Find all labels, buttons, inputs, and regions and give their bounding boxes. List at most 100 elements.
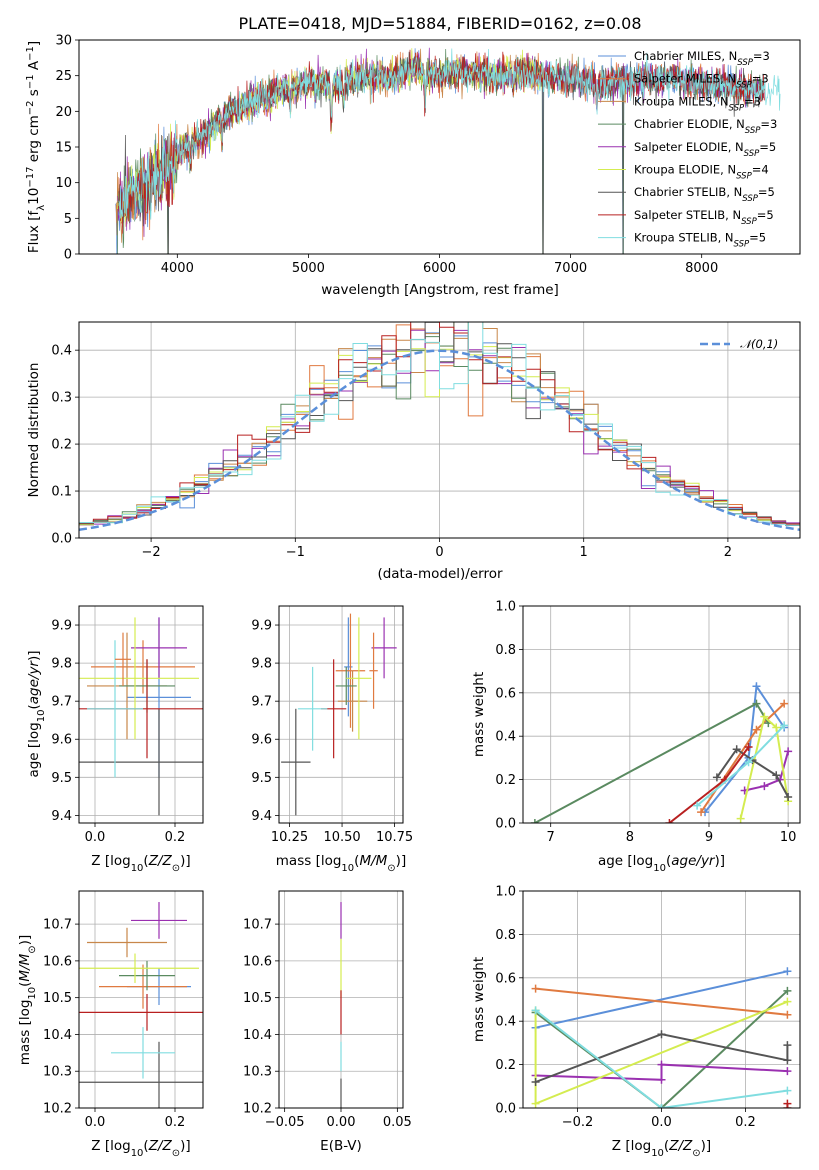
y-tick-label: 9.4	[251, 809, 272, 824]
mass-weight-marker	[531, 1006, 540, 1015]
label-part: Z [log	[612, 1138, 651, 1154]
x-tick-label: 0.0	[85, 1115, 106, 1130]
label-part: age [log	[26, 722, 42, 777]
label-part: ]	[26, 41, 42, 46]
x-tick-label: 2	[724, 545, 732, 560]
legend-label: Kroupa STELIB, NSSP=5	[634, 231, 766, 250]
y-tick-label: 0.8	[495, 643, 516, 658]
y-tick-label: 0.0	[495, 817, 516, 832]
label-part: Z [log	[91, 1138, 130, 1154]
mass-vs-extinction-panel: −0.05 0.00 0.05 10.2 10.3 10.4 10.5 10.6 10.7 E(B…	[243, 890, 412, 1154]
y-tick-label: 0.2	[495, 1058, 516, 1073]
label-part: 10	[131, 1148, 144, 1159]
error-bar-point	[99, 964, 187, 1009]
y-tick-label: 10.2	[43, 1102, 72, 1117]
x-axis-label: E(B-V)	[320, 1138, 362, 1154]
y-tick-label: 9.8	[251, 657, 272, 672]
error-bar-point	[111, 1027, 175, 1079]
y-tick-label: 0.3	[51, 391, 72, 406]
x-tick-label: 10.25	[271, 830, 308, 845]
label-part: age [log	[598, 853, 653, 869]
legend-label-text: Chabrier ELODIE, N	[634, 117, 745, 131]
y-tick-label: 0.4	[495, 730, 516, 745]
x-tick-label: −2	[142, 545, 161, 560]
y-tick-label: 10.5	[243, 991, 272, 1006]
legend-label: Chabrier ELODIE, NSSP=3	[634, 117, 777, 136]
label-part: Z/Z	[148, 853, 173, 869]
legend-label-suffix: =5	[757, 208, 774, 222]
y-tick-label: 9.5	[51, 771, 72, 786]
label-part: )]	[396, 853, 407, 869]
legend-label-suffix: =3	[752, 72, 769, 86]
mass-weight-series-line	[739, 714, 790, 819]
y-tick-label: 10.4	[43, 1028, 72, 1043]
x-tick-label: 0.0	[651, 1115, 672, 1130]
mass-weight-marker	[783, 1056, 792, 1065]
mass-weight-marker	[783, 1067, 792, 1076]
label-part: 10	[26, 188, 42, 205]
y-tick-label: 0.2	[51, 438, 72, 453]
y-axis-label: mass weight	[471, 957, 487, 1042]
y-tick-label: 10.6	[243, 954, 272, 969]
y-axis-label: mass [log10(M/M⊙)]	[17, 935, 38, 1065]
x-tick-label: 5000	[292, 261, 325, 276]
label-part: ⊙	[692, 1148, 700, 1159]
y-axis-label: age [log10(age/yr)]	[26, 650, 47, 777]
label-part: wavelength [Angstrom, rest frame]	[321, 282, 559, 298]
error-bar-point	[87, 927, 167, 958]
mass-weight-marker	[772, 723, 781, 732]
legend-label-sub: SSP	[741, 217, 757, 227]
label-part: )]	[26, 650, 42, 661]
y-tick-label: 9.7	[251, 695, 272, 710]
legend-label-text: Salpeter STELIB, N	[634, 208, 741, 222]
legend-label-sub: SSP	[734, 240, 750, 250]
error-bar-point	[115, 632, 131, 686]
x-tick-label: 10.75	[376, 830, 413, 845]
label-part: ⊙	[172, 1148, 180, 1159]
y-tick-label: 1.0	[495, 885, 516, 900]
x-tick-label: 8	[626, 830, 634, 845]
legend-label-suffix: =3	[744, 94, 761, 108]
label-part: 10	[653, 863, 666, 874]
legend-label: 𝒩(0,1)	[740, 337, 778, 351]
mass-weight-marker	[530, 819, 539, 823]
legend-label-text: Salpeter MILES, N	[634, 72, 736, 86]
mass-weight-series-line	[534, 990, 789, 1108]
label-part: 10	[651, 1148, 664, 1159]
label-part: ⊙	[172, 863, 180, 874]
label-part: age/yr	[671, 853, 716, 869]
y-tick-label: 9.5	[251, 771, 272, 786]
mass-weight-marker	[780, 699, 789, 708]
y-tick-label: 9.9	[51, 619, 72, 634]
label-part: M/M	[359, 853, 387, 869]
x-tick-label: 1	[580, 545, 588, 560]
error-bar-point	[131, 902, 187, 939]
x-tick-label: 0.2	[165, 830, 186, 845]
label-part: erg cm	[26, 115, 42, 166]
error-bar-point	[91, 640, 195, 694]
y-tick-label: 10.6	[43, 954, 72, 969]
mass-weight-marker	[736, 814, 745, 823]
label-part: 10	[131, 863, 144, 874]
y-tick-label: 10.3	[43, 1065, 72, 1080]
legend-label: Salpeter STELIB, NSSP=5	[634, 208, 774, 227]
mass-weight-marker	[760, 712, 769, 721]
mass-weight-marker	[752, 725, 761, 734]
label-part: −1	[25, 74, 36, 89]
label-part: mass [log	[17, 1000, 33, 1066]
plot-content	[115, 47, 781, 254]
error-bar-point	[335, 666, 357, 705]
x-axis-label: (data-model)/error	[377, 566, 503, 582]
error-bar-point	[79, 993, 203, 1031]
label-part: 10	[341, 863, 354, 874]
label-part: (	[143, 1138, 148, 1154]
x-tick-label: 10.50	[323, 830, 360, 845]
label-part: s	[26, 89, 42, 100]
y-tick-label: 9.7	[51, 695, 72, 710]
label-part: (data-model)/error	[377, 566, 503, 582]
x-tick-label: 0.05	[383, 1115, 412, 1130]
mass-weight-marker	[783, 1086, 792, 1095]
label-part: A	[26, 60, 42, 74]
legend-label: Kroupa ELODIE, NSSP=4	[634, 163, 769, 182]
